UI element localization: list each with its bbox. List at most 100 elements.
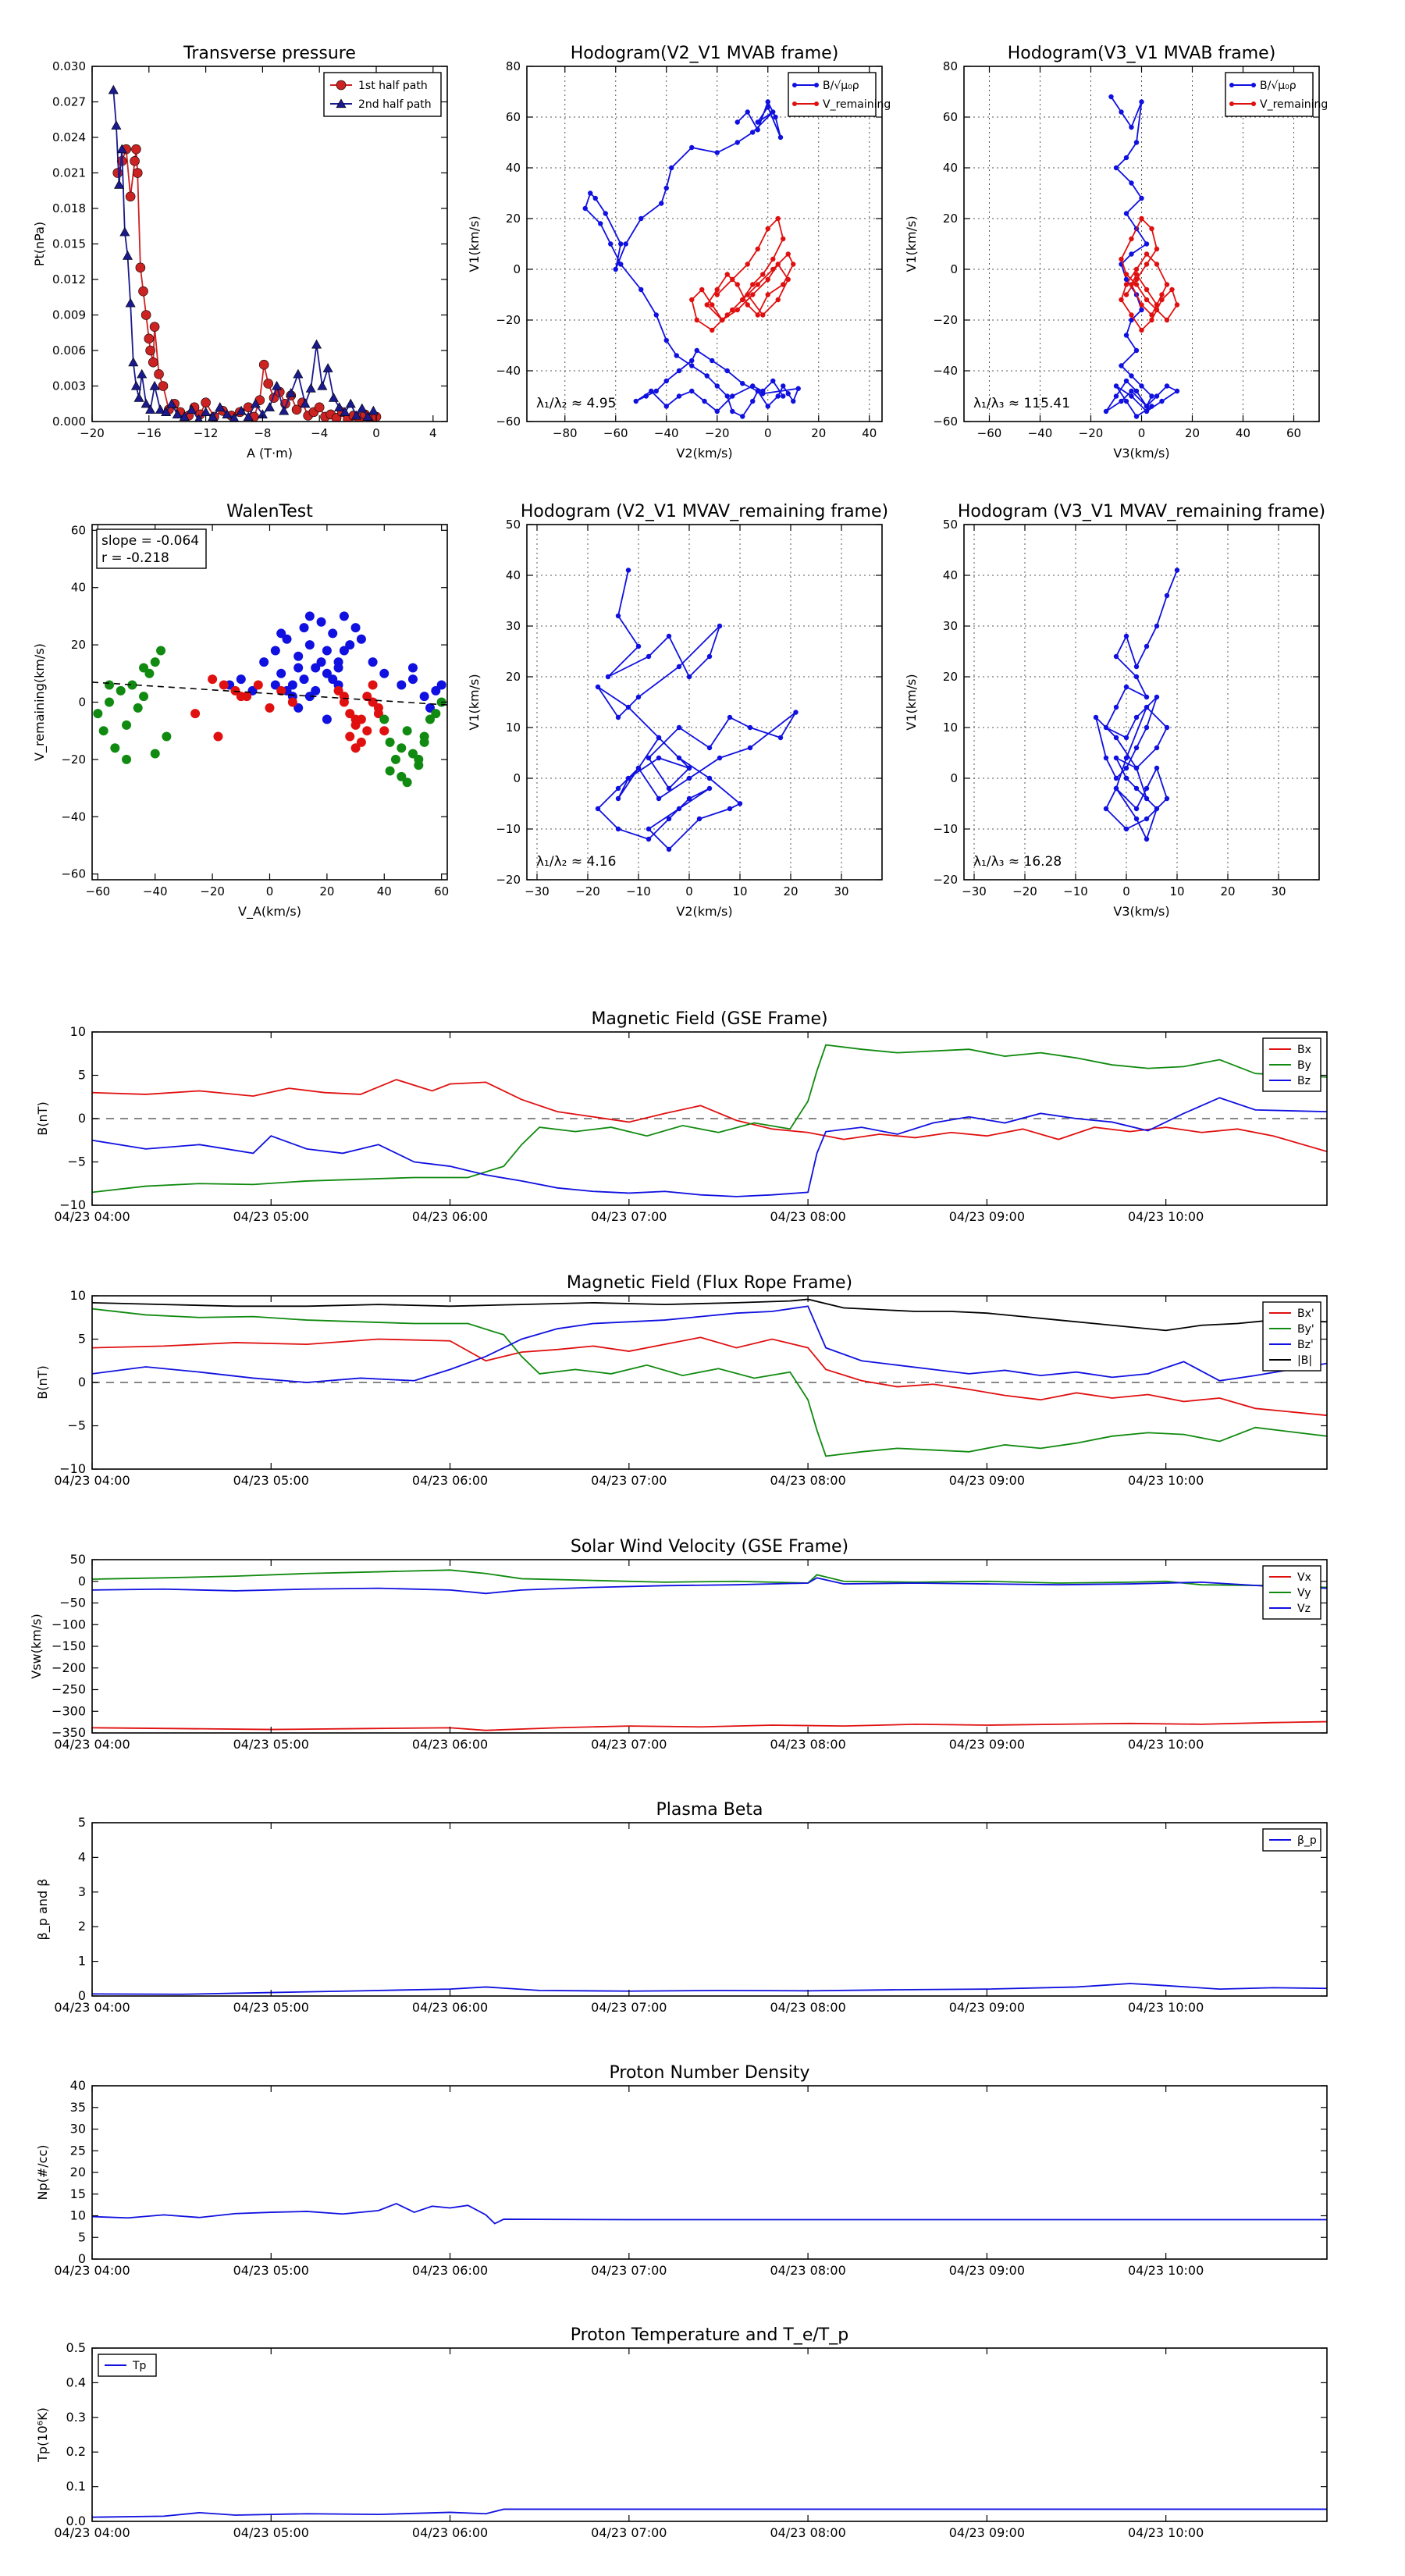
data-point xyxy=(663,185,669,191)
legend-entry: V_remaining xyxy=(792,98,891,111)
data-point-marker xyxy=(402,726,412,736)
data-point-marker xyxy=(714,286,720,293)
data-point-marker xyxy=(390,754,400,764)
series-line-V_remaining xyxy=(691,217,795,332)
data-point xyxy=(317,380,328,390)
data-point-marker xyxy=(236,674,246,685)
data-point xyxy=(1174,302,1180,308)
data-point-marker xyxy=(689,358,695,364)
data-point-marker xyxy=(133,703,143,713)
data-point xyxy=(710,358,715,364)
data-point xyxy=(791,398,796,404)
chart-title: Hodogram (V3_V1 MVAV_remaining frame) xyxy=(958,502,1325,521)
data-point xyxy=(755,119,760,125)
data-point xyxy=(114,180,125,189)
data-point xyxy=(646,653,652,660)
data-point xyxy=(145,404,156,414)
data-point xyxy=(1164,317,1170,323)
data-point xyxy=(1139,215,1144,222)
data-point-marker xyxy=(425,714,435,724)
data-point xyxy=(419,692,429,702)
y-tick-label: 40 xyxy=(506,568,521,582)
y-tick-label: −40 xyxy=(933,364,958,378)
y-axis-label: Pt(nPa) xyxy=(32,222,47,266)
series-line-1st half path xyxy=(116,148,377,421)
y-tick-label: 30 xyxy=(506,619,521,633)
data-point xyxy=(1129,236,1134,242)
data-point xyxy=(229,412,240,422)
data-point-marker xyxy=(215,402,226,411)
data-point-marker xyxy=(785,251,791,257)
data-point-marker xyxy=(646,653,652,660)
x-tick-label: 0 xyxy=(685,884,693,898)
data-point xyxy=(328,393,339,402)
data-point xyxy=(110,743,120,753)
data-point-marker xyxy=(114,180,125,189)
data-point xyxy=(407,749,418,759)
data-point xyxy=(133,703,143,713)
data-point-marker xyxy=(623,241,628,247)
data-point xyxy=(1129,317,1134,323)
data-point xyxy=(735,119,740,125)
plot-data xyxy=(92,1569,1327,1731)
data-point-marker xyxy=(706,785,713,792)
data-point xyxy=(93,709,103,719)
data-point-marker xyxy=(1144,694,1150,700)
data-point-marker xyxy=(425,703,435,713)
data-point xyxy=(727,806,733,812)
data-point-marker xyxy=(1129,317,1134,323)
chart-temp: Proton Temperature and T_e/T_p 04/23 04:0… xyxy=(35,2325,1328,2540)
data-point-marker xyxy=(1123,633,1129,639)
data-point-marker xyxy=(317,380,328,390)
chart-title: Plasma Beta xyxy=(656,1800,763,1820)
data-point xyxy=(1123,211,1129,216)
y-tick-label: 20 xyxy=(506,212,521,226)
x-tick-label: 20 xyxy=(811,426,826,440)
data-point-marker xyxy=(229,412,240,422)
data-point xyxy=(1123,333,1129,338)
data-point-marker xyxy=(119,226,130,237)
data-point xyxy=(1123,755,1129,761)
data-point xyxy=(676,393,682,399)
data-point-marker xyxy=(1113,704,1119,710)
x-tick-label: 04/23 06:00 xyxy=(412,2525,488,2540)
data-point xyxy=(1144,643,1150,649)
y-tick-label: 40 xyxy=(943,161,958,175)
y-axis-label: Np(#/cc) xyxy=(35,2145,50,2201)
legend-marker xyxy=(336,80,347,91)
y-tick-label: 5 xyxy=(78,1068,86,1083)
data-point-marker xyxy=(436,680,446,690)
data-point xyxy=(714,383,720,389)
legend-entry: Vy xyxy=(1269,1587,1311,1599)
data-point xyxy=(1123,155,1129,161)
data-point-marker xyxy=(1133,347,1140,354)
data-point-marker xyxy=(765,292,770,297)
data-point-marker xyxy=(745,302,750,308)
data-point xyxy=(781,383,786,389)
data-point-marker xyxy=(699,286,705,293)
data-point xyxy=(623,241,628,247)
data-point xyxy=(646,755,652,761)
legend: Tp xyxy=(98,2354,157,2377)
data-point-marker xyxy=(373,703,383,713)
data-point xyxy=(1133,785,1140,792)
chart-title: Magnetic Field (Flux Rope Frame) xyxy=(567,1273,852,1293)
y-tick-label: 0 xyxy=(513,262,521,276)
data-point xyxy=(1174,388,1180,394)
data-point xyxy=(770,378,776,384)
data-point xyxy=(689,144,695,151)
data-point xyxy=(775,262,781,267)
y-tick-label: 5 xyxy=(78,1332,86,1347)
y-tick-label: 40 xyxy=(70,2078,86,2093)
chart-title: Transverse pressure xyxy=(183,44,356,63)
data-point xyxy=(676,755,682,761)
data-point-marker xyxy=(1164,383,1170,389)
data-point-marker xyxy=(605,674,611,680)
y-tick-label: 0 xyxy=(78,1988,86,2003)
data-point-marker xyxy=(653,312,659,318)
data-point-marker xyxy=(368,680,378,690)
chart-density: Proton Number Density 04/23 04:00 04/23 05… xyxy=(35,2063,1328,2278)
data-point xyxy=(356,737,366,747)
y-tick-label: 80 xyxy=(506,59,521,73)
data-point-marker xyxy=(666,633,672,639)
